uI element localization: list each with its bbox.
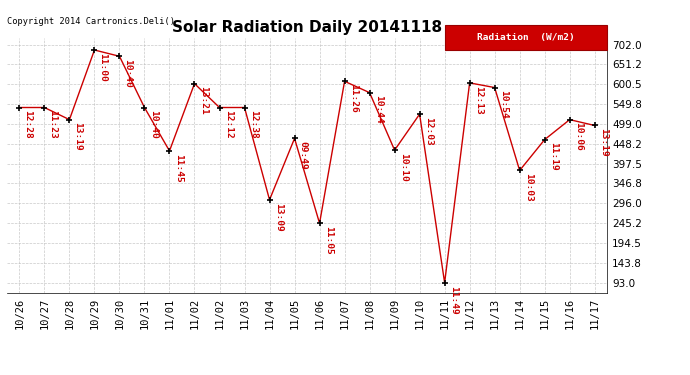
Bar xyxy=(445,25,607,50)
Text: 12:28: 12:28 xyxy=(23,110,32,139)
Text: 11:26: 11:26 xyxy=(348,84,357,113)
Text: 10:54: 10:54 xyxy=(499,90,508,119)
Text: Radiation  (W/m2): Radiation (W/m2) xyxy=(477,33,575,42)
Text: 12:03: 12:03 xyxy=(424,117,433,146)
Text: 12:13: 12:13 xyxy=(474,86,483,114)
Text: 09:49: 09:49 xyxy=(299,141,308,170)
Text: 13:19: 13:19 xyxy=(599,128,608,157)
Text: 12:12: 12:12 xyxy=(224,110,233,139)
Text: 10:40: 10:40 xyxy=(124,59,132,88)
Title: Solar Radiation Daily 20141118: Solar Radiation Daily 20141118 xyxy=(172,20,442,35)
Text: 12:38: 12:38 xyxy=(248,110,257,139)
Text: 10:10: 10:10 xyxy=(399,153,408,182)
Text: 10:06: 10:06 xyxy=(574,122,583,151)
Text: 11:05: 11:05 xyxy=(324,226,333,255)
Text: 13:21: 13:21 xyxy=(199,86,208,115)
Text: Copyright 2014 Cartronics.Deli(): Copyright 2014 Cartronics.Deli() xyxy=(7,17,175,26)
Text: 10:44: 10:44 xyxy=(374,95,383,124)
Text: 11:19: 11:19 xyxy=(549,142,558,171)
Text: 11:00: 11:00 xyxy=(99,53,108,81)
Text: 10:40: 10:40 xyxy=(148,110,157,139)
Text: 11:49: 11:49 xyxy=(448,285,457,314)
Text: 11:23: 11:23 xyxy=(48,110,57,139)
Text: 10:03: 10:03 xyxy=(524,173,533,202)
Text: 13:09: 13:09 xyxy=(274,202,283,231)
Text: 11:45: 11:45 xyxy=(174,154,183,183)
Text: 13:19: 13:19 xyxy=(74,122,83,151)
